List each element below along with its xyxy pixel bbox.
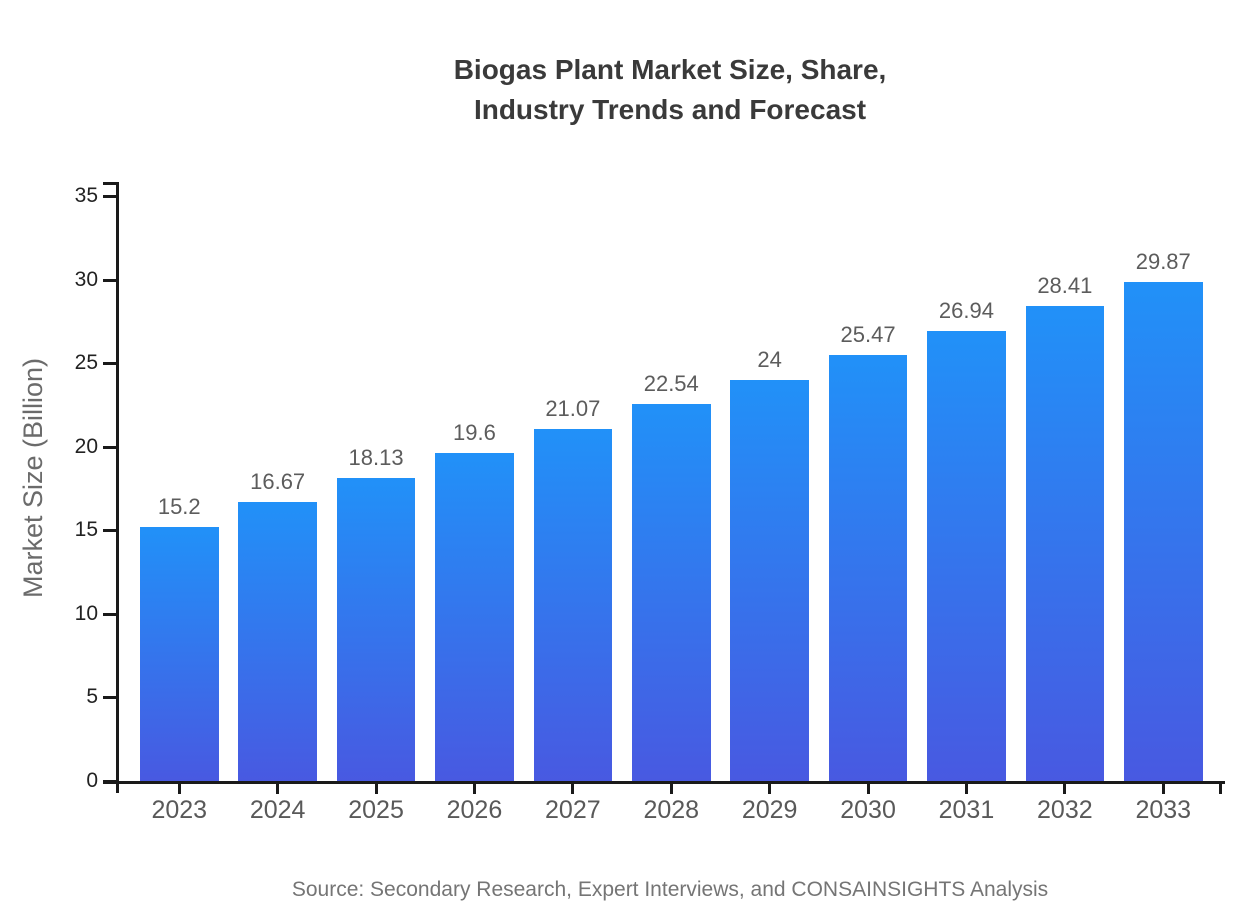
y-tick-label: 30 [74, 267, 98, 291]
bar-value-label: 16.67 [250, 469, 306, 495]
y-axis-line [116, 182, 119, 793]
x-tick-label: 2027 [545, 796, 601, 824]
y-tick-mark [103, 780, 116, 783]
x-tick-label: 2023 [151, 796, 208, 824]
x-tick-label: 2031 [938, 796, 995, 824]
y-tick-label: 35 [74, 184, 98, 207]
bar-value-label: 28.41 [1037, 273, 1093, 299]
x-tick-label: 2025 [348, 796, 404, 824]
y-tick-mark [103, 445, 116, 449]
x-tick-label: 2030 [840, 796, 896, 824]
bar-value-label: 18.13 [348, 444, 404, 470]
bar-value-label: 15.2 [157, 493, 201, 519]
y-tick-mark [103, 195, 116, 198]
x-tick-mark [177, 781, 181, 794]
x-tick-mark [768, 781, 772, 794]
bar-2025 [336, 477, 416, 781]
chart-title-line-1: Biogas Plant Market Size, Share, [453, 54, 887, 85]
y-tick-label: 25 [74, 351, 98, 375]
x-tick-mark [571, 781, 575, 794]
bar-2030 [828, 355, 908, 781]
x-tick-mark [374, 781, 378, 794]
x-tick-mark [1161, 781, 1165, 794]
x-tick-mark [276, 781, 280, 794]
bar-2031 [927, 330, 1006, 781]
y-tick-label: 5 [86, 685, 98, 709]
bar-2032 [1025, 306, 1105, 781]
bar-value-label: 22.54 [643, 371, 699, 397]
bar-value-label: 24 [757, 346, 782, 372]
y-tick-mark [103, 362, 116, 366]
x-tick-mark [1063, 781, 1067, 794]
y-tick-label: 0 [86, 769, 98, 792]
bar-2028 [632, 404, 711, 781]
x-tick-label: 2033 [1135, 796, 1192, 824]
bar-2023 [140, 526, 219, 781]
bar-value-label: 25.47 [840, 322, 896, 348]
x-tick-mark [669, 781, 673, 794]
y-axis-end-cap-tick [103, 182, 116, 185]
x-tick-label: 2026 [446, 796, 503, 824]
bar-value-label: 19.6 [453, 420, 496, 446]
bar-value-label: 26.94 [938, 297, 994, 323]
bar-2033 [1124, 281, 1203, 781]
y-tick-label: 15 [74, 518, 98, 542]
x-axis-line [103, 781, 1225, 784]
y-tick-label: 20 [74, 434, 98, 458]
x-tick-mark [964, 781, 968, 794]
x-axis-end-cap-tick [1219, 781, 1222, 794]
bar-2027 [533, 428, 613, 781]
x-tick-label: 2029 [741, 796, 798, 824]
y-tick-label: 10 [74, 601, 98, 625]
x-tick-label: 2032 [1037, 796, 1093, 824]
bar-2029 [730, 379, 809, 781]
bar-value-label: 21.07 [545, 395, 601, 421]
bar-2026 [435, 453, 514, 781]
x-tick-mark [472, 781, 476, 794]
x-tick-label: 2024 [249, 796, 306, 824]
chart-title-line-2: Industry Trends and Forecast [473, 94, 867, 125]
x-tick-label: 2028 [643, 796, 700, 824]
y-tick-mark [103, 612, 116, 616]
y-tick-mark [103, 529, 116, 533]
chart-title: Biogas Plant Market Size, Share, Industr… [118, 50, 1222, 130]
y-tick-mark [103, 278, 116, 282]
bar-2024 [238, 502, 317, 781]
y-tick-mark [103, 696, 116, 700]
x-tick-mark [866, 781, 870, 794]
source-note: Source: Secondary Research, Expert Inter… [291, 878, 1049, 901]
bar-value-label: 29.87 [1135, 248, 1191, 274]
